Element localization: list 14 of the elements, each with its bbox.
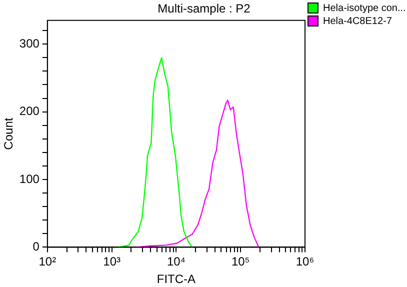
x-tick-label: 10⁴ [166, 254, 186, 269]
x-tick-label: 10³ [103, 254, 120, 269]
y-tick-label: 100 [19, 172, 40, 186]
legend-label: Hela-isotype con... [323, 2, 406, 14]
y-tick-label: 0 [32, 240, 40, 254]
y-tick-label: 300 [19, 36, 40, 50]
x-axis-title: FITC-A [156, 272, 196, 286]
legend-label: Hela-4C8E12-7 [323, 16, 392, 27]
y-tick-label: 200 [19, 104, 40, 118]
y-axis-title: Count [2, 117, 16, 150]
x-tick-label: 10⁶ [296, 254, 314, 269]
chart-title: Multi-sample : P2 [158, 2, 251, 16]
x-tick-label: 10² [38, 254, 56, 269]
x-tick-label: 10⁵ [231, 254, 250, 269]
